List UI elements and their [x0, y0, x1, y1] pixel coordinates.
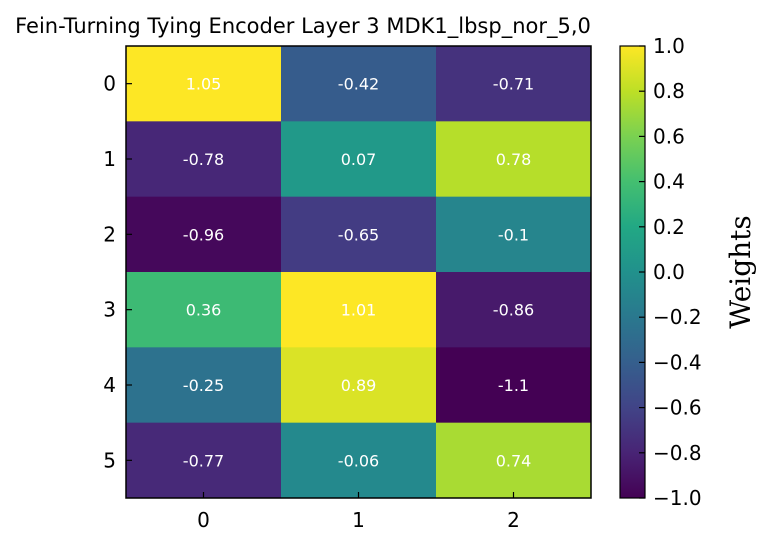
- heatmap-cell: [126, 422, 282, 499]
- heatmap-cell: [436, 422, 592, 499]
- y-tick-label: 1: [103, 147, 116, 171]
- y-tick-label: 3: [103, 298, 116, 322]
- heatmap-cell: [126, 196, 282, 273]
- y-tick-label: 5: [103, 448, 116, 472]
- heatmap-cell: [281, 347, 437, 424]
- cell-value-label: -0.77: [183, 451, 224, 470]
- heatmap-cell: [436, 121, 592, 198]
- colorbar-tick-label: 0.6: [653, 124, 685, 148]
- colorbar-axis: 1.0 0.8 0.6 0.4 0.2 0.0 −0.2 −0.4 −0.6 −0.8 −1.0: [639, 34, 702, 510]
- cell-value-label: -0.25: [183, 376, 224, 395]
- heatmap-cell: [126, 46, 282, 122]
- heatmap-cell: [436, 347, 592, 424]
- colorbar-tick-label: 0.0: [653, 260, 685, 284]
- y-tick-label: 2: [103, 222, 116, 246]
- cell-value-label: -1.1: [498, 376, 529, 395]
- heatmap-cell: [126, 272, 282, 348]
- x-tick-label: 2: [507, 508, 520, 532]
- cell-value-label: 0.36: [186, 301, 222, 320]
- cell-value-label: -0.42: [338, 75, 379, 94]
- heatmap-cell: [126, 347, 282, 424]
- colorbar-tick-label: 1.0: [653, 34, 685, 58]
- cell-value-label: -0.78: [183, 150, 224, 169]
- y-axis: 0 1 2 3 4 5: [103, 72, 132, 472]
- cell-value-label: 0.07: [341, 150, 377, 169]
- heatmap-cell: [126, 121, 282, 198]
- colorbar-tick-label: 0.8: [653, 79, 685, 103]
- heatmap-cell: [281, 422, 437, 499]
- cell-value-label: -0.96: [183, 225, 224, 244]
- heatmap-cell: [281, 121, 437, 198]
- cell-value-label: 1.01: [341, 301, 377, 320]
- heatmap-cell: [436, 196, 592, 273]
- x-tick-label: 1: [352, 508, 365, 532]
- colorbar-tick-label: 0.4: [653, 170, 685, 194]
- cell-value-label: -0.06: [338, 451, 379, 470]
- colorbar-tick-label: −0.4: [653, 350, 702, 374]
- colorbar-tick-label: −0.8: [653, 441, 702, 465]
- cell-value-label: 0.89: [341, 376, 377, 395]
- heatmap-cell: [281, 46, 437, 122]
- cell-value-label: -0.86: [493, 301, 534, 320]
- x-axis: 0 1 2: [197, 492, 520, 532]
- cell-value-label: -0.71: [493, 75, 534, 94]
- y-tick-label: 0: [103, 72, 116, 96]
- y-tick-label: 4: [103, 373, 116, 397]
- cell-value-label: -0.1: [498, 225, 529, 244]
- cell-value-label: 0.74: [496, 451, 532, 470]
- chart-title: Fein-Turning Tying Encoder Layer 3 MDK1_…: [15, 14, 591, 39]
- heatmap-cell: [436, 46, 592, 122]
- x-tick-label: 0: [197, 508, 210, 532]
- colorbar-tick-label: −1.0: [653, 486, 702, 510]
- colorbar-tick-label: −0.6: [653, 396, 702, 420]
- heatmap-cell: [281, 196, 437, 273]
- colorbar-tick-label: 0.2: [653, 215, 685, 239]
- colorbar-tick-label: −0.2: [653, 305, 702, 329]
- cell-value-label: 1.05: [186, 75, 222, 94]
- heatmap-cell: [436, 272, 592, 348]
- heatmap-cell: [281, 272, 437, 348]
- cell-value-label: 0.78: [496, 150, 532, 169]
- colorbar-label: Weights: [724, 215, 757, 329]
- cell-value-label: -0.65: [338, 225, 379, 244]
- heatmap-cells: 1.05 -0.42 -0.71 -0.78 0.07 0.78 -0.96 -0.65 -0.…: [126, 46, 592, 499]
